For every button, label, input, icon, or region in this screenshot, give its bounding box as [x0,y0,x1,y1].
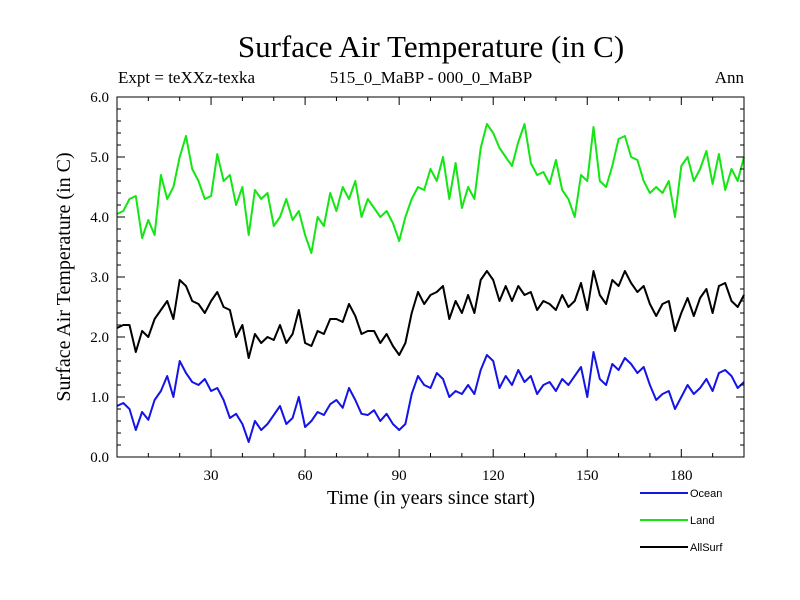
y-axis-label: Surface Air Temperature (in C) [53,152,75,401]
legend-label-allsurf: AllSurf [690,542,723,554]
x-tick-label: 90 [392,468,407,484]
legend-label-ocean: Ocean [690,488,722,500]
series-line-ocean [116,351,745,443]
season-label: Ann [715,68,745,87]
y-tick-label: 6.0 [90,90,109,106]
chart-title: Surface Air Temperature (in C) [238,29,624,64]
y-tick-label: 1.0 [90,390,109,406]
experiment-label: Expt = teXXz-texka [118,68,255,87]
series-line-land [116,123,745,254]
x-tick-label: 150 [576,468,599,484]
y-tick-label: 3.0 [90,270,109,286]
x-tick-label: 180 [670,468,693,484]
legend: Ocean Land AllSurf [640,488,723,554]
y-tick-label: 5.0 [90,150,109,166]
x-tick-label: 30 [204,468,219,484]
y-tick-label: 4.0 [90,210,109,226]
series-layer [116,123,745,443]
x-tick-label: 60 [298,468,313,484]
plot-frame [116,96,745,458]
period-label: 515_0_MaBP - 000_0_MaBP [330,68,532,87]
legend-label-land: Land [690,515,714,527]
x-tick-label: 120 [482,468,505,484]
y-tick-label: 2.0 [90,330,109,346]
series-line-allsurf [116,270,745,359]
y-tick-label: 0.0 [90,450,109,466]
x-axis-label: Time (in years since start) [327,487,535,509]
